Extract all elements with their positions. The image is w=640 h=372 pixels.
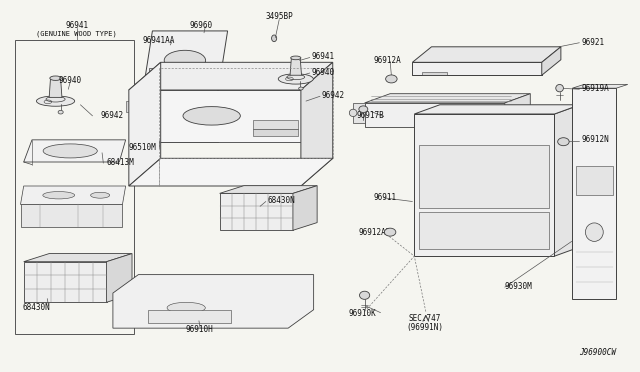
Text: 96941AA: 96941AA [143,36,175,45]
Polygon shape [422,72,447,75]
Ellipse shape [291,56,301,60]
Polygon shape [301,62,333,186]
Ellipse shape [58,110,63,114]
Text: 96940: 96940 [312,68,335,77]
Text: 96910K: 96910K [348,309,376,318]
Polygon shape [24,254,132,262]
Text: 96930M: 96930M [505,282,532,291]
Text: 96919A: 96919A [581,84,609,93]
Ellipse shape [271,35,276,42]
Polygon shape [126,101,130,112]
Ellipse shape [167,302,205,313]
Ellipse shape [359,106,368,112]
Polygon shape [220,193,293,230]
Polygon shape [353,103,365,123]
Polygon shape [132,94,186,140]
Polygon shape [572,88,616,299]
Text: (96991N): (96991N) [406,323,444,331]
Text: 68430N: 68430N [22,303,50,312]
Polygon shape [414,114,554,256]
Polygon shape [148,310,231,323]
Ellipse shape [164,50,205,71]
Ellipse shape [299,87,303,90]
Polygon shape [412,62,541,75]
Ellipse shape [183,107,241,125]
Ellipse shape [557,138,569,146]
Polygon shape [253,129,298,136]
Ellipse shape [91,192,109,198]
Text: 96911: 96911 [374,193,397,202]
Polygon shape [129,90,307,142]
Polygon shape [572,84,628,88]
Polygon shape [414,105,580,114]
Polygon shape [143,31,228,92]
Text: 96917B: 96917B [357,111,385,121]
Ellipse shape [43,192,75,199]
Ellipse shape [386,75,397,83]
Polygon shape [290,59,301,75]
Ellipse shape [50,76,61,80]
Polygon shape [505,94,531,127]
Text: 96510M: 96510M [129,143,157,152]
Polygon shape [20,205,122,227]
Polygon shape [419,145,549,208]
Polygon shape [129,62,161,186]
Ellipse shape [385,228,396,236]
Polygon shape [129,92,218,142]
Text: SEC.747: SEC.747 [409,314,442,323]
Text: 68430N: 68430N [268,196,296,205]
Text: 96912AB: 96912AB [358,228,390,237]
Polygon shape [541,47,561,75]
Ellipse shape [36,96,75,106]
Polygon shape [554,105,580,256]
Text: 68413M: 68413M [106,157,134,167]
Ellipse shape [43,144,97,158]
Polygon shape [293,186,317,230]
Ellipse shape [556,84,563,92]
Ellipse shape [586,223,604,241]
Text: (GENUINE WOOD TYPE): (GENUINE WOOD TYPE) [36,31,117,37]
Polygon shape [419,212,549,249]
Polygon shape [24,262,106,302]
Text: 96942: 96942 [100,111,124,121]
Ellipse shape [360,291,370,299]
Polygon shape [365,103,505,127]
Polygon shape [220,186,317,193]
Polygon shape [129,158,333,186]
Polygon shape [365,94,531,103]
Polygon shape [149,68,217,91]
Text: 96941: 96941 [65,21,88,30]
Text: 96912N: 96912N [581,135,609,144]
Text: J96900CW: J96900CW [579,349,616,357]
Polygon shape [412,47,561,62]
Polygon shape [113,275,314,328]
Ellipse shape [278,74,314,84]
Polygon shape [129,62,333,90]
Polygon shape [253,119,298,129]
Text: 96941: 96941 [312,52,335,61]
Text: 96910H: 96910H [185,326,213,334]
Polygon shape [106,254,132,302]
Text: 3495BP: 3495BP [266,12,293,22]
Text: 96921: 96921 [581,38,604,46]
Ellipse shape [349,109,357,116]
Text: 96940: 96940 [59,76,82,85]
Polygon shape [24,140,125,162]
Polygon shape [575,166,613,195]
Text: 96942: 96942 [321,91,344,100]
Polygon shape [20,186,125,205]
Text: 96960: 96960 [189,21,212,30]
Polygon shape [49,79,62,97]
Text: 96912A: 96912A [374,56,401,65]
